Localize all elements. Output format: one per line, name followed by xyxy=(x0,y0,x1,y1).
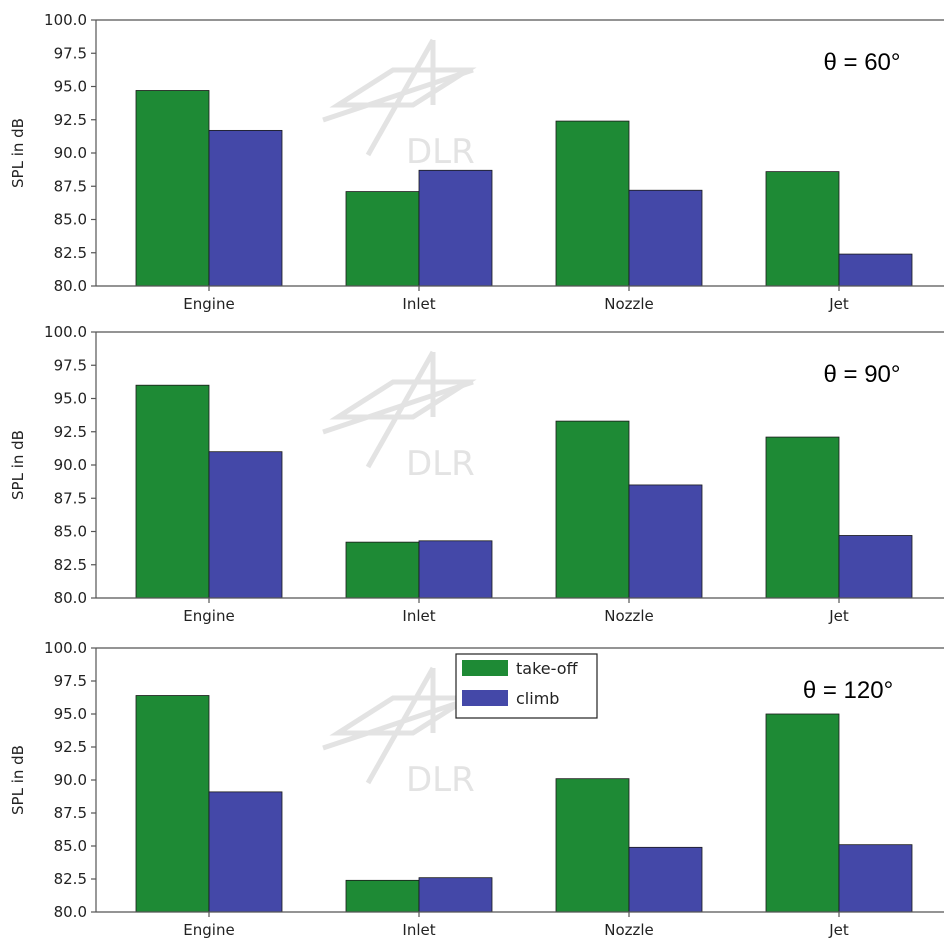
bar-climb-inlet xyxy=(418,877,493,913)
y-axis-label: SPL in dB xyxy=(9,745,27,815)
bar-climb-engine xyxy=(208,451,283,599)
bar-climb-engine xyxy=(208,129,283,287)
x-tick-label-inlet: Inlet xyxy=(402,295,435,313)
dlr-watermark-logo: DLR xyxy=(322,666,477,800)
dlr-watermark-text: DLR xyxy=(406,760,475,800)
y-tick-label: 80.0 xyxy=(54,277,87,295)
bar-take-off-engine xyxy=(135,384,210,599)
y-tick-label: 100.0 xyxy=(44,323,87,341)
x-tick-label-engine: Engine xyxy=(183,295,234,313)
y-tick-label: 82.5 xyxy=(54,556,87,574)
y-tick-label: 90.0 xyxy=(54,144,87,162)
panel-1: DLR 80.0 82.5 85.0 87.5 90.0 92.5 95.0 97.5 100.0… xyxy=(9,11,944,313)
x-tick-label-inlet: Inlet xyxy=(402,607,435,625)
x-tick-label-jet: Jet xyxy=(828,921,849,939)
y-tick-label: 82.5 xyxy=(54,870,87,888)
y-tick-label: 100.0 xyxy=(44,639,87,657)
bar-take-off-engine xyxy=(135,90,210,287)
bar-take-off-jet xyxy=(765,713,840,913)
angle-annotation: θ = 90° xyxy=(824,361,901,388)
legend-swatch-take-off xyxy=(462,660,508,676)
y-tick-label: 80.0 xyxy=(54,903,87,921)
bar-take-off-inlet xyxy=(345,191,420,287)
bar-climb-engine xyxy=(208,791,283,913)
bar-climb-jet xyxy=(838,535,913,599)
y-tick-label: 100.0 xyxy=(44,11,87,29)
legend-swatch-climb xyxy=(462,690,508,706)
bar-take-off-nozzle xyxy=(555,420,630,599)
y-tick-label: 90.0 xyxy=(54,456,87,474)
panel-2: DLR 80.0 82.5 85.0 87.5 90.0 92.5 95.0 97.5 100.0… xyxy=(9,323,944,625)
y-axis-label: SPL in dB xyxy=(9,118,27,188)
legend-label-take-off: take-off xyxy=(516,659,578,678)
bar-take-off-nozzle xyxy=(555,120,630,287)
bar-take-off-inlet xyxy=(345,541,420,599)
y-tick-label: 97.5 xyxy=(54,44,87,62)
dlr-watermark-text: DLR xyxy=(406,444,475,484)
x-tick-label-nozzle: Nozzle xyxy=(604,921,654,939)
bar-take-off-jet xyxy=(765,436,840,599)
bar-take-off-jet xyxy=(765,171,840,287)
x-tick-label-jet: Jet xyxy=(828,607,849,625)
y-tick-label: 95.0 xyxy=(54,78,87,96)
x-tick-label-jet: Jet xyxy=(828,295,849,313)
dlr-watermark-logo: DLR xyxy=(322,38,477,172)
bar-take-off-engine xyxy=(135,695,210,913)
bar-climb-nozzle xyxy=(628,189,703,287)
y-tick-label: 87.5 xyxy=(54,489,87,507)
x-tick-label-nozzle: Nozzle xyxy=(604,295,654,313)
bar-climb-inlet xyxy=(418,169,493,287)
bar-climb-nozzle xyxy=(628,484,703,599)
dlr-watermark-text: DLR xyxy=(406,132,475,172)
x-tick-label-engine: Engine xyxy=(183,607,234,625)
bar-climb-nozzle xyxy=(628,846,703,913)
y-tick-label: 87.5 xyxy=(54,177,87,195)
angle-annotation: θ = 60° xyxy=(824,49,901,76)
y-tick-label: 85.0 xyxy=(54,211,87,229)
y-axis-label: SPL in dB xyxy=(9,430,27,500)
y-tick-label: 82.5 xyxy=(54,244,87,262)
y-tick-label: 95.0 xyxy=(54,705,87,723)
angle-annotation: θ = 120° xyxy=(803,677,893,704)
bar-take-off-inlet xyxy=(345,879,420,913)
legend: take-off climb xyxy=(455,653,598,719)
bar-climb-jet xyxy=(838,844,913,913)
y-tick-label: 92.5 xyxy=(54,423,87,441)
y-tick-label: 97.5 xyxy=(54,672,87,690)
legend-label-climb: climb xyxy=(516,689,559,708)
x-tick-label-inlet: Inlet xyxy=(402,921,435,939)
y-tick-label: 97.5 xyxy=(54,356,87,374)
x-tick-label-engine: Engine xyxy=(183,921,234,939)
y-tick-label: 80.0 xyxy=(54,589,87,607)
x-tick-label-nozzle: Nozzle xyxy=(604,607,654,625)
bar-climb-inlet xyxy=(418,540,493,599)
bar-take-off-nozzle xyxy=(555,778,630,913)
y-tick-label: 90.0 xyxy=(54,771,87,789)
y-tick-label: 85.0 xyxy=(54,837,87,855)
y-tick-label: 85.0 xyxy=(54,523,87,541)
bar-climb-jet xyxy=(838,253,913,287)
panel-3: DLR 80.0 82.5 85.0 87.5 90.0 92.5 95.0 97.5 100.0… xyxy=(9,639,944,939)
dlr-watermark-logo: DLR xyxy=(322,350,477,484)
y-tick-label: 87.5 xyxy=(54,804,87,822)
y-tick-label: 92.5 xyxy=(54,111,87,129)
y-tick-label: 95.0 xyxy=(54,390,87,408)
y-tick-label: 92.5 xyxy=(54,738,87,756)
